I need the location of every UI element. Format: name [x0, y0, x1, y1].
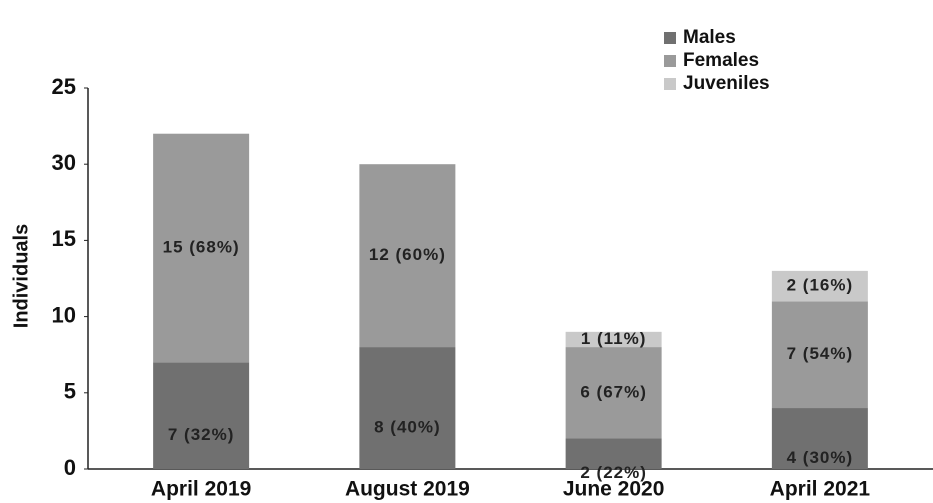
y-tick-label: 10 — [52, 302, 76, 327]
legend-swatch — [664, 32, 676, 44]
value-label: 2 (16%) — [787, 276, 854, 295]
y-tick-label: 25 — [52, 74, 76, 99]
y-tick-label: 5 — [64, 379, 76, 404]
x-tick-label: April 2019 — [151, 478, 251, 501]
value-label: 15 (68%) — [163, 238, 240, 257]
legend-swatch — [664, 55, 676, 67]
y-tick-label: 0 — [64, 455, 76, 480]
value-label: 8 (40%) — [374, 418, 441, 437]
y-axis-label: Individuals — [10, 224, 32, 328]
bar-segment — [153, 362, 249, 469]
legend-label: Juveniles — [683, 73, 770, 94]
value-label: 7 (32%) — [168, 425, 235, 444]
y-tick-label: 30 — [52, 150, 76, 175]
x-tick-label: April 2021 — [770, 478, 871, 501]
legend-swatch — [664, 78, 676, 90]
x-tick-label: August 2019 — [345, 478, 470, 501]
bar-segment — [359, 347, 455, 469]
y-tick-label: 15 — [52, 226, 76, 251]
value-label: 2 (22%) — [580, 463, 647, 482]
value-label: 6 (67%) — [580, 382, 647, 401]
value-label: 4 (30%) — [787, 448, 854, 467]
legend-label: Females — [683, 50, 759, 71]
value-label: 7 (54%) — [787, 344, 854, 363]
value-label: 1 (11%) — [581, 329, 647, 348]
legend-label: Males — [683, 27, 736, 48]
value-label: 12 (60%) — [369, 245, 446, 264]
chart: Individuals 0 5 10 15 30 25 April 2019 7 (32%) 1… — [0, 0, 933, 503]
